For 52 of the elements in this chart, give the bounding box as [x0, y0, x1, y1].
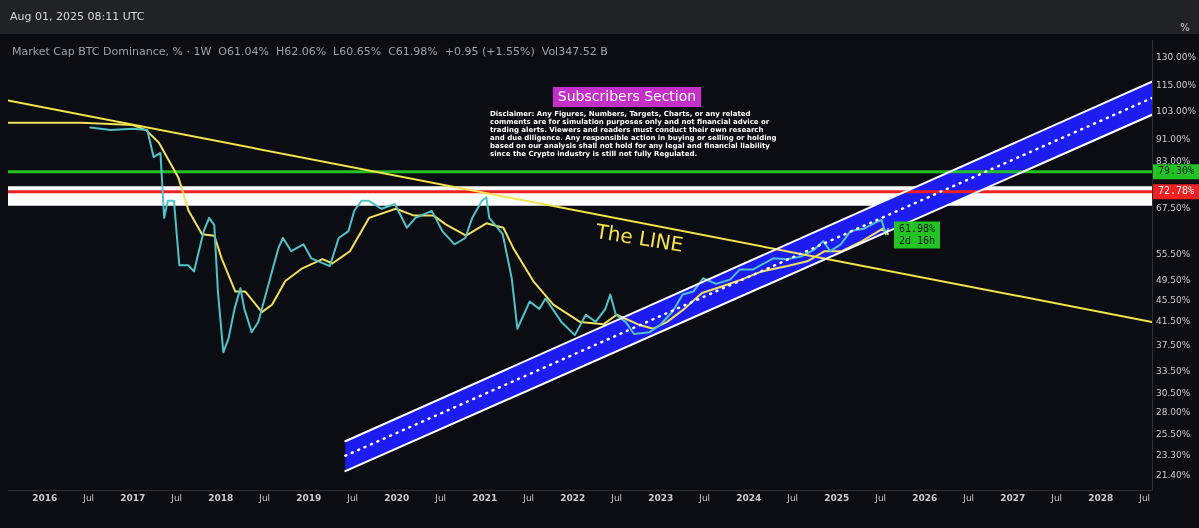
y-tick-label: 115.00%	[1156, 79, 1197, 90]
x-tick-label: Jul	[1138, 492, 1151, 503]
y-tick-label: 103.00%	[1156, 105, 1197, 116]
x-tick-label: 2025	[824, 492, 850, 503]
x-tick-label: Jul	[346, 492, 359, 503]
y-tick-label: 91.00%	[1156, 134, 1191, 145]
y-tick-label: 55.50%	[1156, 248, 1191, 259]
y-tick-label: 45.50%	[1156, 294, 1191, 305]
y-tick-label: 41.50%	[1156, 316, 1191, 327]
x-tick-label: Jul	[962, 492, 975, 503]
x-tick-label: 2024	[736, 492, 762, 503]
x-tick-label: Jul	[522, 492, 535, 503]
annotation: 2d 16h	[898, 234, 936, 246]
x-tick-label: 2026	[912, 492, 938, 503]
x-tick-label: Jul	[82, 492, 95, 503]
text: Aug 01, 2025 08:11 UTC	[10, 9, 145, 23]
x-tick-label: 2020	[384, 492, 410, 503]
x-tick-label: Jul	[434, 492, 447, 503]
x-tick-label: 2028	[1088, 492, 1114, 503]
y-tick-label: 30.50%	[1156, 387, 1191, 398]
text: Subscribers Section	[557, 88, 697, 105]
y-tick-label: 130.00%	[1156, 51, 1197, 62]
x-tick-label: 2016	[32, 492, 58, 503]
y-tick-label: 21.40%	[1156, 469, 1191, 480]
x-tick-label: 2022	[560, 492, 586, 503]
y-tick-label: 37.50%	[1156, 339, 1191, 350]
y-tick-label: 83.00%	[1156, 155, 1191, 166]
y-tick-label: 23.30%	[1156, 450, 1191, 461]
x-tick-label: Jul	[786, 492, 799, 503]
ref-line-label: 72.78%	[1157, 185, 1195, 197]
data-label: 61.98%	[898, 222, 936, 234]
x-tick-label: 2023	[648, 492, 674, 503]
y-axis-title: %	[1180, 21, 1190, 33]
y-tick-label: 67.50%	[1156, 203, 1191, 214]
ref-line-label: 79.30%	[1157, 165, 1195, 177]
x-tick-label: 2018	[208, 492, 234, 503]
y-tick-label: 33.50%	[1156, 365, 1191, 376]
x-tick-label: 2019	[296, 492, 322, 503]
y-tick-label: 49.50%	[1156, 275, 1191, 286]
x-tick-label: 2027	[1000, 492, 1026, 503]
x-tick-label: Jul	[610, 492, 623, 503]
x-tick-label: Jul	[874, 492, 887, 503]
x-tick-label: Jul	[1050, 492, 1063, 503]
text: Market Cap BTC Dominance, % · 1W O61.04% H62.06% L60.65% C61.98% +0.95 (+1.55%) Vol347.52 B	[12, 44, 608, 58]
y-tick-label: 28.00%	[1156, 407, 1191, 418]
x-tick-label: 2017	[120, 492, 146, 503]
x-tick-label: Jul	[170, 492, 183, 503]
x-tick-label: 2021	[472, 492, 498, 503]
x-tick-label: Jul	[698, 492, 711, 503]
y-tick-label: 25.50%	[1156, 429, 1191, 440]
x-tick-label: Jul	[258, 492, 271, 503]
annotation: The LINE	[593, 218, 686, 257]
